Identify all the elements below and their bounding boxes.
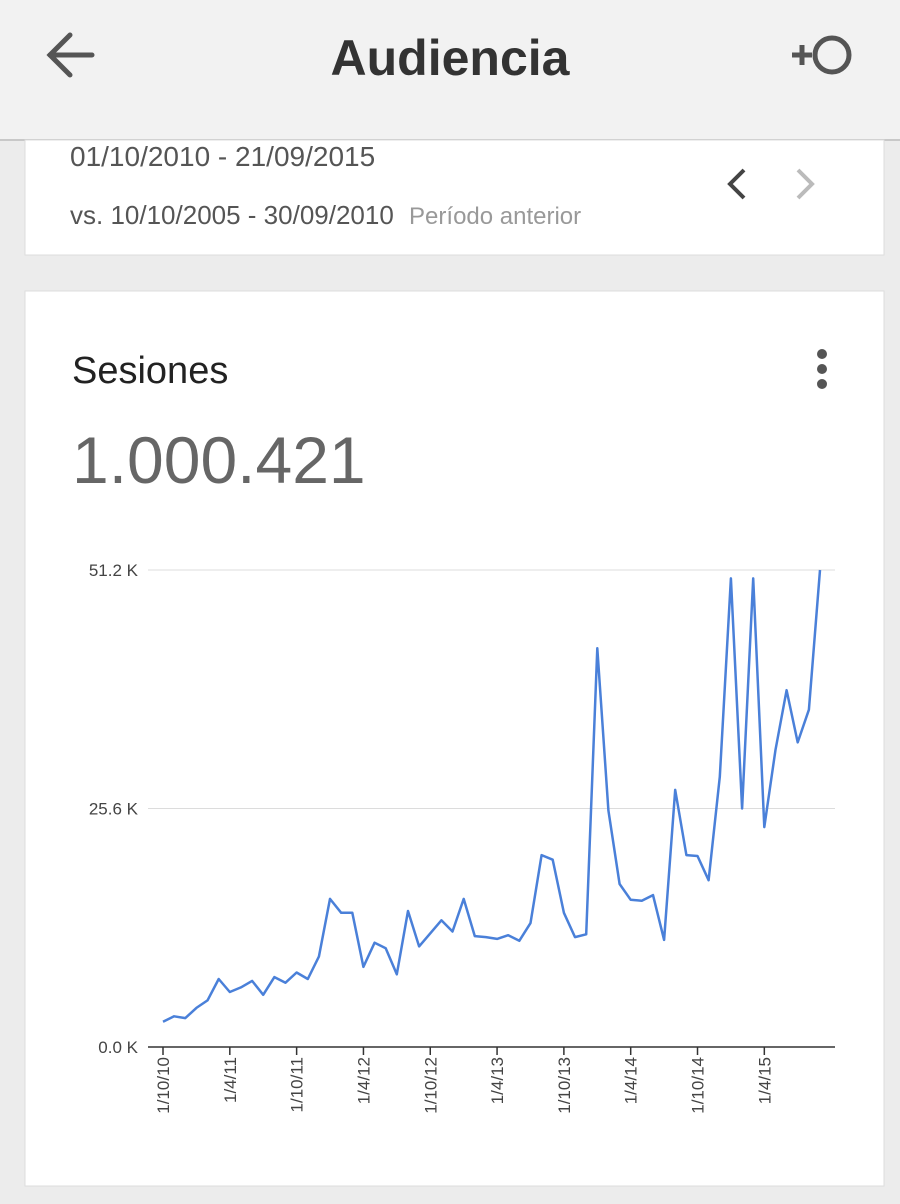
x-tick-label: 1/4/12 — [354, 1057, 373, 1104]
x-tick-label: 1/10/11 — [288, 1057, 307, 1112]
chart-card — [24, 290, 885, 1187]
back-button[interactable] — [46, 32, 95, 78]
y-tick-label: 51.2 K — [89, 561, 139, 580]
chart: 0.0 K 25.6 K 51.2 K 1/10/10 1/4/11 1/10/11 1/4… — [89, 561, 835, 1114]
x-tick-label: 1/4/15 — [755, 1057, 774, 1104]
x-tick-label: 1/10/13 — [555, 1057, 574, 1114]
y-tick-label: 25.6 K — [89, 800, 139, 819]
x-tick-label: 1/10/14 — [689, 1057, 708, 1114]
metric-title: Sesiones — [72, 350, 228, 392]
app-bar — [0, 0, 900, 140]
prev-period[interactable] — [727, 168, 746, 200]
x-tick-label: 1/4/13 — [488, 1057, 507, 1104]
comparison-dates: vs. 10/10/2005 - 30/09/2010 — [70, 200, 394, 230]
comparison-range: vs. 10/10/2005 - 30/09/2010 Período ante… — [70, 200, 581, 230]
line-series — [162, 569, 822, 1023]
x-tick-label: 1/4/14 — [622, 1057, 641, 1104]
app-title: Audiencia — [331, 30, 571, 86]
metric-total: 1.000.421 — [72, 423, 366, 497]
more-menu[interactable] — [817, 349, 827, 389]
date-range: 01/10/2010 - 21/09/2015 — [70, 141, 375, 172]
next-period[interactable] — [796, 168, 815, 200]
compare-button[interactable] — [792, 35, 852, 75]
comparison-label: Período anterior — [409, 203, 581, 230]
x-tick-label: 1/10/12 — [421, 1057, 440, 1114]
y-tick-label: 0.0 K — [98, 1038, 138, 1057]
x-tick-label: 1/4/11 — [221, 1057, 240, 1103]
x-tick-label: 1/10/10 — [154, 1057, 173, 1114]
